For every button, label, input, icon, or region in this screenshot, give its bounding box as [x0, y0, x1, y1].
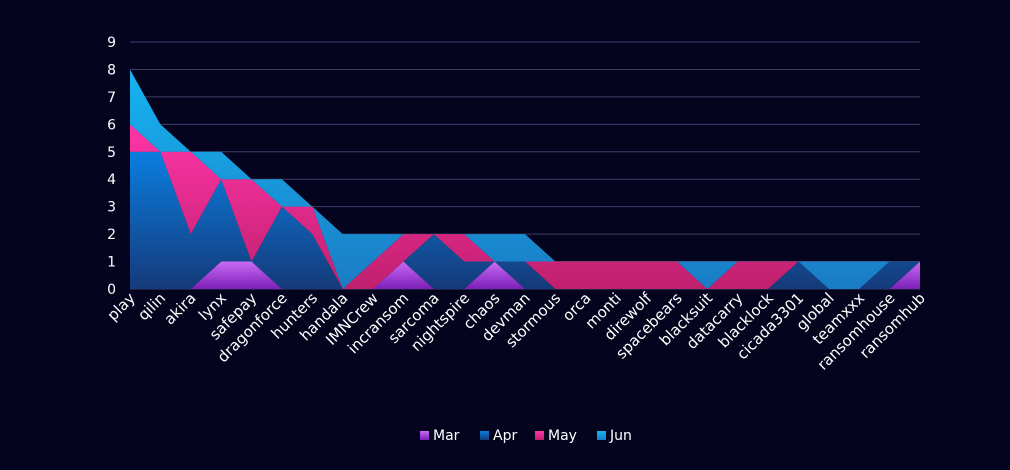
y-axis-ticks: 0 1 2 3 4 5 6 7 8 9	[107, 35, 116, 298]
y-tick-label: 5	[107, 145, 116, 161]
y-tick-label: 8	[107, 62, 116, 78]
y-tick-label: 1	[107, 255, 116, 271]
legend-swatch-may	[535, 431, 544, 440]
legend-label-apr: Apr	[493, 428, 517, 444]
series-area-mar	[130, 261, 920, 289]
y-tick-label: 2	[107, 227, 116, 243]
y-tick-label: 4	[107, 172, 116, 188]
x-tick-label: akira	[160, 289, 199, 328]
legend-swatch-apr	[480, 431, 489, 440]
legend-swatch-jun	[597, 431, 606, 440]
y-tick-label: 0	[107, 282, 116, 298]
legend-swatch-mar	[420, 431, 429, 440]
series-area-jun	[130, 69, 920, 289]
legend-label-may: May	[548, 428, 577, 444]
legend-label-mar: Mar	[433, 428, 460, 444]
y-tick-label: 6	[107, 117, 116, 133]
series-areas	[130, 69, 920, 289]
legend: Mar Apr May Jun	[420, 428, 632, 444]
y-tick-label: 7	[107, 90, 116, 106]
x-axis-ticks: playqilinakiralynxsafepaydragonforcehunt…	[104, 289, 929, 374]
legend-label-jun: Jun	[609, 428, 632, 444]
y-tick-label: 3	[107, 200, 116, 216]
y-tick-label: 9	[107, 35, 116, 51]
